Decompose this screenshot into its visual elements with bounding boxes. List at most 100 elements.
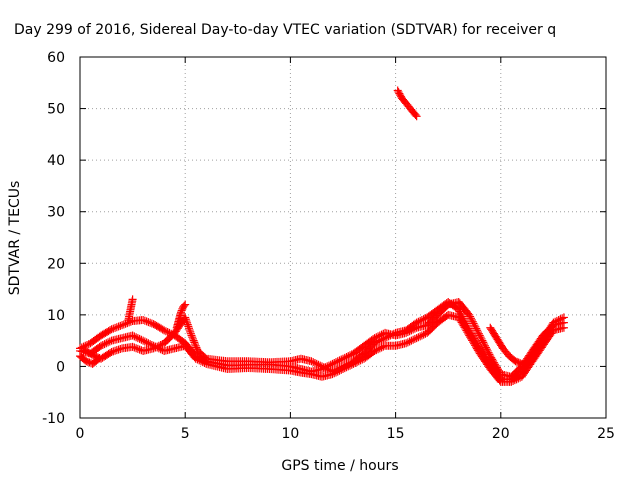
data-point xyxy=(370,346,379,355)
data-point xyxy=(386,331,395,340)
data-point xyxy=(372,346,381,355)
data-point xyxy=(330,358,339,367)
data-point xyxy=(321,364,330,373)
data-point xyxy=(154,344,163,353)
data-point xyxy=(353,358,362,367)
data-point xyxy=(467,316,476,325)
data-point xyxy=(192,343,201,352)
data-point xyxy=(135,345,144,354)
data-point xyxy=(330,369,339,378)
data-point xyxy=(130,343,139,352)
data-point xyxy=(416,332,425,341)
data-point xyxy=(93,355,102,364)
data-point xyxy=(335,366,344,375)
data-point xyxy=(109,347,118,356)
y-tick-label: 10 xyxy=(47,308,65,324)
data-point xyxy=(160,326,169,335)
data-point xyxy=(554,316,563,325)
data-point xyxy=(456,316,465,325)
data-point xyxy=(405,337,414,346)
data-point xyxy=(417,316,426,325)
data-point xyxy=(412,318,421,327)
x-tick-label: 0 xyxy=(76,426,85,442)
data-point xyxy=(454,305,463,314)
data-point xyxy=(412,334,421,343)
data-point xyxy=(132,333,141,342)
data-point xyxy=(372,338,381,347)
data-point xyxy=(146,340,155,349)
data-point xyxy=(183,318,192,327)
data-point xyxy=(481,343,490,352)
data-point xyxy=(403,338,412,347)
data-point xyxy=(558,314,567,323)
data-point xyxy=(384,332,393,341)
data-point xyxy=(180,301,189,310)
data-point xyxy=(183,320,192,329)
data-point xyxy=(193,355,202,364)
data-point xyxy=(467,334,476,343)
data-point xyxy=(473,326,482,335)
data-point xyxy=(474,328,483,337)
data-point xyxy=(130,332,139,341)
data-point xyxy=(188,333,197,342)
y-tick-label: 60 xyxy=(47,50,65,66)
data-point xyxy=(465,310,474,319)
data-point xyxy=(551,317,560,326)
data-point xyxy=(140,337,149,346)
data-point xyxy=(340,364,349,373)
chart-title: Day 299 of 2016, Sidereal Day-to-day VTE… xyxy=(14,22,556,38)
data-point xyxy=(128,295,137,304)
data-point xyxy=(340,353,349,362)
data-point xyxy=(196,357,205,366)
data-point xyxy=(151,342,160,351)
data-point xyxy=(184,324,193,333)
data-point xyxy=(331,368,340,377)
data-point xyxy=(191,354,200,363)
data-point xyxy=(94,354,103,363)
data-point xyxy=(377,335,386,344)
data-point xyxy=(459,321,468,330)
data-point xyxy=(377,343,386,352)
data-point xyxy=(109,324,118,333)
data-point xyxy=(119,320,128,329)
data-point xyxy=(507,377,516,386)
data-point xyxy=(478,336,487,345)
data-point xyxy=(107,325,116,334)
data-point xyxy=(337,365,346,374)
data-point xyxy=(128,331,137,340)
data-point xyxy=(111,346,120,355)
data-point xyxy=(177,306,186,315)
data-point xyxy=(133,334,142,343)
data-point xyxy=(339,354,347,363)
data-point xyxy=(414,333,423,342)
data-point xyxy=(346,361,355,370)
data-point xyxy=(419,330,428,339)
y-tick-label: 50 xyxy=(47,102,65,118)
data-point xyxy=(188,334,197,343)
data-point xyxy=(319,363,328,372)
data-point xyxy=(186,327,195,336)
data-point xyxy=(184,322,193,331)
plot-frame xyxy=(79,56,607,419)
data-point xyxy=(139,316,148,325)
data-point xyxy=(200,358,209,367)
data-point xyxy=(339,365,347,374)
data-point xyxy=(462,326,471,335)
data-point xyxy=(105,337,114,346)
data-point xyxy=(517,359,526,368)
data-point xyxy=(185,326,194,335)
data-point xyxy=(133,344,142,353)
data-point xyxy=(161,327,170,336)
data-point xyxy=(163,328,172,337)
data-point xyxy=(112,346,121,355)
data-point xyxy=(107,347,116,356)
data-point xyxy=(477,334,486,343)
data-point xyxy=(337,355,346,364)
data-point xyxy=(346,351,355,360)
data-point xyxy=(142,338,151,347)
data-point xyxy=(464,329,473,338)
data-point xyxy=(314,360,323,369)
x-tick-label: 15 xyxy=(387,426,405,442)
data-point xyxy=(388,330,397,339)
data-point xyxy=(181,300,190,309)
